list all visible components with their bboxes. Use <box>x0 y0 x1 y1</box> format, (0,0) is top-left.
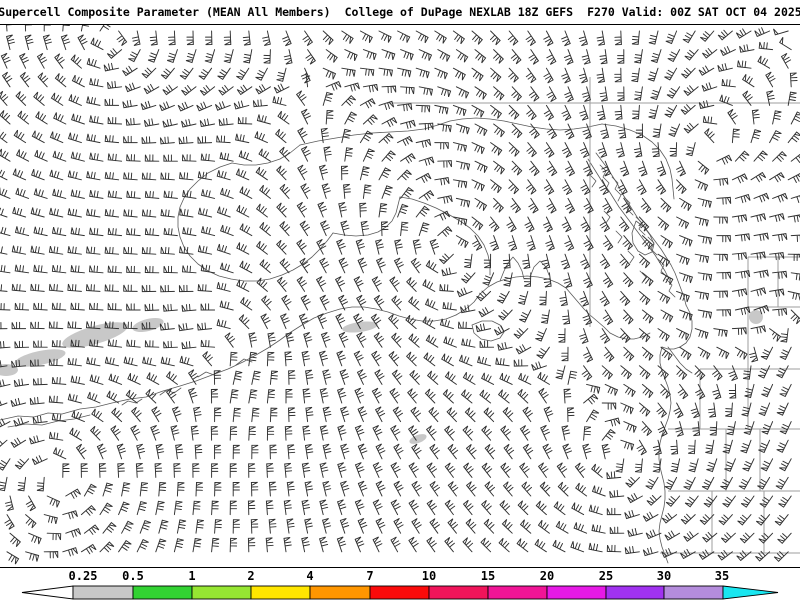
colorbar-tick-label: 35 <box>714 569 730 583</box>
colorbar-segment <box>605 585 665 600</box>
colorbar-segment <box>428 585 489 600</box>
colorbar-swatches <box>21 585 779 600</box>
colorbar-tick-label: 2 <box>247 569 255 583</box>
colorbar-segment <box>487 585 548 600</box>
colorbar-segment <box>546 585 607 600</box>
colorbar-segment <box>369 585 430 600</box>
colorbar-segment <box>309 585 371 600</box>
colorbar-tick-label: 0.5 <box>122 569 144 583</box>
colorbar-segment <box>191 585 252 600</box>
colorbar-over-arrow <box>722 585 779 600</box>
scp-contour-blob <box>749 310 763 324</box>
colorbar-tick-label: 10 <box>421 569 437 583</box>
colorbar-under-arrow <box>21 585 74 600</box>
colorbar-tick-label: 15 <box>480 569 496 583</box>
title-bar: Supercell Composite Parameter (MEAN All … <box>0 0 800 24</box>
map-canvas[interactable] <box>0 25 800 567</box>
colorbar-segment <box>72 585 134 600</box>
colorbar: 0.25 0.5 1 2 4 7 10 15 20 25 30 35 <box>0 568 800 600</box>
title-source-model: College of DuPage NEXLAB 18Z GEFS <box>344 5 574 19</box>
wind-barbs-layer <box>0 25 800 565</box>
colorbar-tick-label: 25 <box>598 569 614 583</box>
scp-contour-blob <box>409 434 427 444</box>
colorbar-tick-label: 30 <box>656 569 672 583</box>
colorbar-segment <box>132 585 193 600</box>
colorbar-tick-label: 7 <box>366 569 374 583</box>
political-borders-layer <box>390 77 800 554</box>
colorbar-tick-label: 0.25 <box>68 569 98 583</box>
colorbar-segment <box>663 585 724 600</box>
colorbar-tick-label: 4 <box>306 569 314 583</box>
title-valid-time: F270 Valid: 00Z SAT OCT 04 2025 <box>587 5 800 19</box>
scp-contour-blob <box>14 349 66 367</box>
wind-barb <box>0 25 800 565</box>
map-panel[interactable] <box>0 24 800 568</box>
scp-contour-blob <box>62 322 128 348</box>
colorbar-tick-label: 20 <box>539 569 555 583</box>
scp-contour-blob <box>0 364 18 376</box>
title-product: Supercell Composite Parameter (MEAN All … <box>0 5 331 19</box>
colorbar-segment <box>250 585 311 600</box>
colorbar-tick-label: 1 <box>188 569 196 583</box>
colorbar-tick-labels: 0.25 0.5 1 2 4 7 10 15 20 25 30 35 <box>0 569 800 585</box>
scp-contour-blob <box>132 318 164 332</box>
